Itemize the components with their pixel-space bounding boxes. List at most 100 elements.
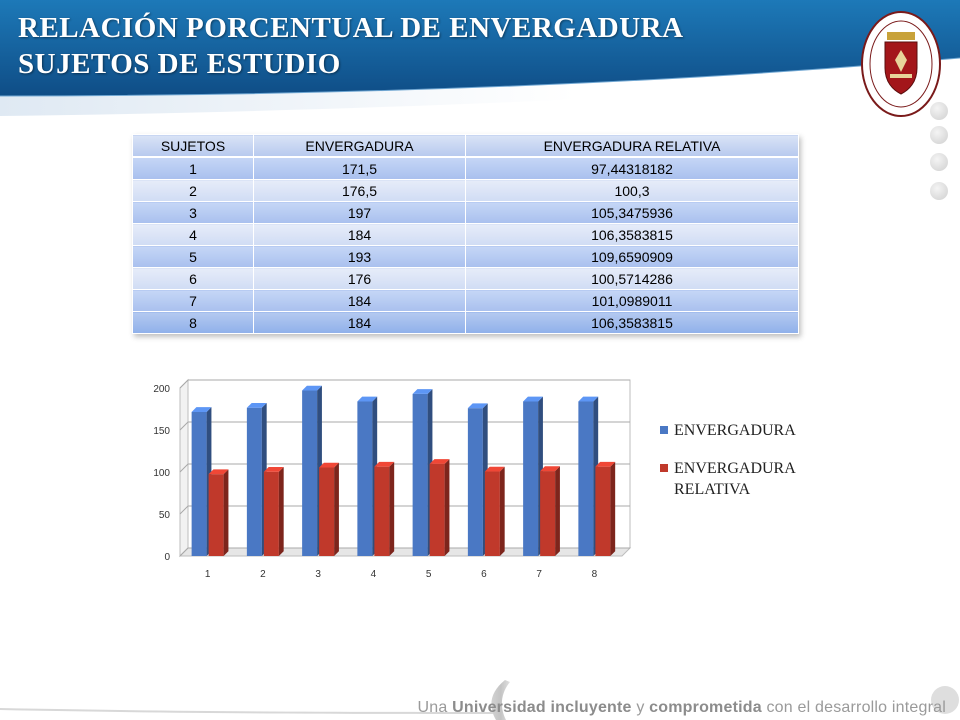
tagline-emphasis: Universidad incluyente xyxy=(452,699,632,716)
table-row: 5 193 109,6590909 xyxy=(132,245,799,268)
bar-top xyxy=(263,466,284,472)
bar-top xyxy=(540,466,560,472)
table-cell: 193 xyxy=(253,245,466,268)
bar-top xyxy=(302,385,322,391)
bar-side xyxy=(499,466,505,556)
bar xyxy=(191,411,207,556)
table-row: 1 171,5 97,44318182 xyxy=(132,156,799,180)
gridline xyxy=(179,379,630,389)
bar-top xyxy=(357,396,378,402)
university-seal-logo xyxy=(861,11,941,117)
table-cell: 106,3583815 xyxy=(465,311,799,334)
footer-tagline: Una Universidad incluyente y comprometid… xyxy=(417,699,946,717)
footer-band xyxy=(0,680,959,720)
table-cell: 184 xyxy=(253,311,466,334)
table-cell: 109,6590909 xyxy=(465,245,799,268)
table-cell: 101,0989011 xyxy=(465,289,799,312)
legend-label: ENVERGADURA xyxy=(674,460,796,477)
decorative-dot xyxy=(930,102,948,120)
bar-side xyxy=(555,466,560,556)
table-cell: 100,3 xyxy=(465,179,799,202)
title-line-1: RELACIÓN PORCENTUAL DE ENVERGADURA xyxy=(18,12,684,44)
tagline-emphasis: comprometida xyxy=(649,699,762,716)
table-cell: 3 xyxy=(132,201,254,224)
bar xyxy=(357,401,373,556)
table-cell: 5 xyxy=(132,245,254,268)
header-band xyxy=(0,0,960,116)
legend-swatch xyxy=(660,426,668,434)
bar-side xyxy=(223,469,229,556)
bar xyxy=(374,466,390,556)
table-cell: 97,44318182 xyxy=(465,156,799,180)
x-tick-label: 3 xyxy=(315,569,321,580)
page-title: RELACIÓN PORCENTUAL DE ENVERGADURA SUJET… xyxy=(18,10,684,82)
table-cell: 105,3475936 xyxy=(465,201,799,224)
y-tick-label: 200 xyxy=(153,384,170,395)
decorative-dot xyxy=(930,126,948,144)
table-cell: 4 xyxy=(132,223,254,246)
bar xyxy=(467,408,483,556)
y-tick-label: 150 xyxy=(153,426,170,437)
bar xyxy=(429,463,445,556)
bar xyxy=(412,393,428,556)
table-cell: 184 xyxy=(253,289,466,312)
table-cell: 8 xyxy=(132,311,254,334)
column-header-sujetos: SUJETOS xyxy=(132,134,254,158)
bar-top xyxy=(374,461,395,467)
legend-label: ENVERGADURA xyxy=(674,422,796,439)
title-line-2: SUJETOS DE ESTUDIO xyxy=(18,48,341,80)
table-cell: 6 xyxy=(132,267,254,290)
bar-chart: 0 50 100 150 200 1 2 3 4 5 6 7 8 ENVERGADURA ENVERGADU… xyxy=(153,378,796,580)
bar-side xyxy=(389,461,395,556)
bar-top xyxy=(595,461,616,467)
table-cell: 176 xyxy=(253,267,466,290)
tagline-text: y xyxy=(631,699,650,716)
bar-side xyxy=(444,459,450,556)
bar xyxy=(263,471,279,556)
y-tick-label: 100 xyxy=(153,468,170,479)
bar-top xyxy=(484,466,505,472)
bar-top xyxy=(467,403,488,409)
bar-top xyxy=(412,389,433,394)
decorative-dot xyxy=(930,153,948,171)
bar xyxy=(484,471,500,556)
column-header-envergadura: ENVERGADURA xyxy=(253,134,466,158)
table-cell: 100,5714286 xyxy=(465,267,799,290)
bar xyxy=(595,466,611,556)
x-tick-label: 2 xyxy=(260,569,266,580)
table-cell: 184 xyxy=(253,223,466,246)
bar-side xyxy=(278,466,284,556)
table-row: 2 176,5 100,3 xyxy=(132,179,799,202)
column-header-envergadura-relativa: ENVERGADURA RELATIVA xyxy=(465,134,799,158)
bar-top xyxy=(208,469,229,475)
bar xyxy=(208,474,224,556)
bar-top xyxy=(191,407,212,412)
table-row: 6 176 100,5714286 xyxy=(132,267,799,290)
data-table: SUJETOS ENVERGADURA ENVERGADURA RELATIVA… xyxy=(132,134,799,334)
bar-top xyxy=(429,459,450,464)
x-tick-label: 1 xyxy=(205,569,211,580)
bar-top xyxy=(523,396,543,402)
bar-side xyxy=(334,462,339,556)
tagline-text: Una xyxy=(417,699,453,716)
table-row: 3 197 105,3475936 xyxy=(132,201,799,224)
table-row: 7 184 101,0989011 xyxy=(132,289,799,312)
bar-top xyxy=(578,396,599,402)
table-header-row: SUJETOS ENVERGADURA ENVERGADURA RELATIVA xyxy=(132,134,799,158)
legend-label: RELATIVA xyxy=(674,481,751,498)
bar xyxy=(246,407,262,556)
bar-top xyxy=(319,462,339,468)
bar xyxy=(523,401,539,556)
x-tick-label: 7 xyxy=(536,569,542,580)
tagline-text: con el desarrollo integral xyxy=(761,699,946,716)
decorative-dot xyxy=(930,182,948,200)
y-tick-label: 50 xyxy=(159,510,171,521)
x-tick-label: 4 xyxy=(371,569,377,580)
table-row: 8 184 106,3583815 xyxy=(132,311,799,334)
x-tick-label: 6 xyxy=(481,569,487,580)
bar xyxy=(578,401,594,556)
table-cell: 176,5 xyxy=(253,179,466,202)
table-cell: 7 xyxy=(132,289,254,312)
y-tick-label: 0 xyxy=(164,552,170,563)
table-cell: 1 xyxy=(132,156,254,180)
